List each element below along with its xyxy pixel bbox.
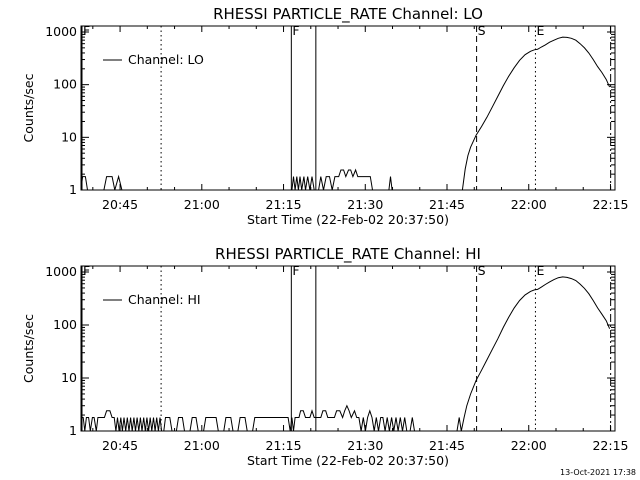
x-tick-label: 21:45 [429, 197, 465, 212]
plot-frame [80, 265, 616, 432]
chart-title: RHESSI PARTICLE_RATE Channel: HI [215, 245, 481, 264]
x-tick-label: 22:00 [511, 197, 547, 212]
series-line [80, 36, 611, 191]
y-tick-label: 1 [69, 423, 77, 438]
x-tick-label: 21:30 [347, 438, 383, 453]
x-axis-label: Start Time (22-Feb-02 20:37:50) [247, 453, 449, 468]
y-axis-label: Counts/sec [21, 73, 36, 142]
y-tick-label: 100 [53, 317, 77, 332]
y-tick-label: 10 [61, 370, 77, 385]
x-tick-label: 21:30 [347, 197, 383, 212]
marker-label: E [536, 23, 544, 38]
y-tick-label: 100 [53, 77, 77, 92]
x-tick-label: 20:45 [102, 438, 138, 453]
marker-label: F [83, 23, 90, 38]
chart-title: RHESSI PARTICLE_RATE Channel: LO [213, 5, 483, 24]
plot-frame [80, 25, 616, 191]
chart-panel-1: RHESSI PARTICLE_RATE Channel: LO Start Ti… [21, 5, 628, 227]
marker-label: F [292, 263, 299, 278]
marker-label: F [292, 23, 299, 38]
legend-entry: Channel: LO [128, 52, 204, 67]
legend-entry: Channel: HI [128, 292, 201, 307]
y-axis-label: Counts/sec [21, 314, 36, 383]
series-line [81, 276, 611, 432]
marker-label: E [536, 263, 544, 278]
marker-label: S [478, 23, 486, 38]
x-tick-label: 21:00 [184, 438, 220, 453]
x-tick-label: 21:45 [429, 438, 465, 453]
chart-panel-2: RHESSI PARTICLE_RATE Channel: HI Start Ti… [21, 245, 628, 468]
y-tick-label: 1000 [45, 24, 77, 39]
x-tick-label: 22:00 [511, 438, 547, 453]
footer-timestamp: 13-Oct-2021 17:38 [560, 468, 636, 477]
y-tick-label: 1 [69, 182, 77, 197]
x-axis-label: Start Time (22-Feb-02 20:37:50) [247, 212, 449, 227]
x-tick-label: 22:15 [592, 438, 628, 453]
x-tick-label: 20:45 [102, 197, 138, 212]
marker-label: F [83, 263, 90, 278]
x-tick-label: 21:15 [266, 197, 302, 212]
x-tick-label: 21:15 [266, 438, 302, 453]
y-tick-label: 1000 [45, 264, 77, 279]
x-tick-label: 21:00 [184, 197, 220, 212]
marker-label: S [478, 263, 486, 278]
x-tick-label: 22:15 [592, 197, 628, 212]
y-tick-label: 10 [61, 129, 77, 144]
